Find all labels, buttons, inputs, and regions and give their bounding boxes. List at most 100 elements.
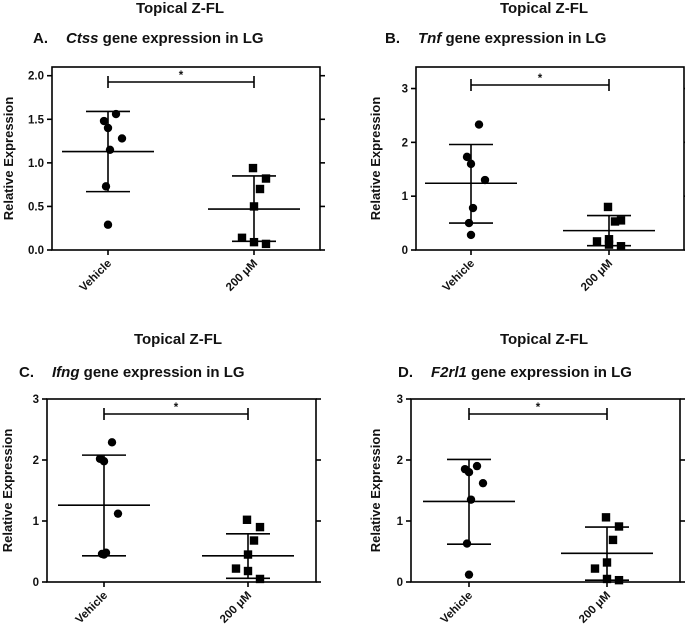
panel-label: D. xyxy=(398,364,413,381)
x-tick-label: 200 μM xyxy=(579,258,615,294)
gene-name: Ctss xyxy=(66,30,99,47)
panel-label: C. xyxy=(19,364,34,381)
panel-label: A. xyxy=(33,30,48,47)
data-point-square xyxy=(255,184,265,194)
y-tick-label: 0.0 xyxy=(28,245,44,257)
series-vehicle xyxy=(58,438,150,559)
data-point-circle xyxy=(466,495,476,504)
significance-star: * xyxy=(179,70,184,82)
data-point-square xyxy=(614,575,624,585)
data-point-square xyxy=(249,536,259,545)
y-tick-label: 2 xyxy=(33,455,39,467)
title-text: gene expression in LG xyxy=(80,364,245,381)
data-point-circle xyxy=(468,203,478,213)
y-tick-label: 2 xyxy=(397,455,403,467)
data-point-square xyxy=(590,564,600,573)
data-point-circle xyxy=(464,218,474,228)
data-point-square xyxy=(261,239,271,249)
data-point-circle xyxy=(462,539,472,548)
data-point-square xyxy=(604,235,614,244)
data-point-circle xyxy=(474,120,484,129)
plot-frame xyxy=(410,398,681,583)
data-point-square xyxy=(237,233,247,242)
data-point-square xyxy=(604,240,614,249)
data-point-circle xyxy=(462,152,472,162)
y-tick-label: 1 xyxy=(397,516,404,528)
series-treatment xyxy=(202,515,294,584)
chart-title: C. Ifng gene expression in LG xyxy=(19,364,245,381)
y-tick-label: 0.5 xyxy=(28,201,45,213)
data-point-circle xyxy=(117,134,127,143)
x-tick-label: Vehicle xyxy=(74,590,111,627)
significance-star: * xyxy=(174,402,179,414)
data-point-square xyxy=(608,535,618,545)
chart-title: D. F2rl1 gene expression in LG xyxy=(398,364,632,381)
title-text: gene expression in LG xyxy=(99,30,264,47)
data-point-square xyxy=(249,202,259,211)
plot-frame xyxy=(415,66,685,251)
chart-panel-3: Topical Z-FL C. Ifng gene expression in LG… xyxy=(0,331,321,626)
significance-star: * xyxy=(536,402,541,414)
series-vehicle xyxy=(423,458,515,579)
data-point-square xyxy=(610,217,620,226)
data-point-square xyxy=(614,522,624,531)
plot-frame xyxy=(46,398,317,583)
chart-header: Topical Z-FL xyxy=(136,0,224,17)
gene-name: Ifng xyxy=(52,364,80,381)
data-point-circle xyxy=(480,175,490,185)
data-point-circle xyxy=(478,478,488,488)
data-point-square xyxy=(255,522,265,532)
data-point-circle xyxy=(101,182,111,191)
chart-title: A. Ctss gene expression in LG xyxy=(33,30,264,47)
series-treatment xyxy=(208,163,300,249)
plot-frame xyxy=(51,66,321,251)
y-tick-label: 3 xyxy=(33,394,39,406)
data-point-circle xyxy=(103,220,113,229)
x-tick-label: 200 μM xyxy=(224,258,260,294)
data-point-square xyxy=(255,574,265,584)
title-text: gene expression in LG xyxy=(441,30,606,47)
data-point-square xyxy=(243,566,253,576)
y-axis-label: Relative Expression xyxy=(1,97,16,221)
y-axis-label: Relative Expression xyxy=(0,429,15,553)
title-text: gene expression in LG xyxy=(467,364,632,381)
data-point-square xyxy=(602,558,612,567)
chart-panel-2: Topical Z-FL B. Tnf gene expression in LG 0… xyxy=(368,0,685,294)
x-tick-label: Vehicle xyxy=(78,258,115,295)
y-tick-label: 2 xyxy=(402,137,408,149)
data-point-square xyxy=(616,242,626,251)
chart-header: Topical Z-FL xyxy=(500,0,588,17)
data-point-circle xyxy=(99,550,109,559)
y-tick-label: 1.5 xyxy=(28,114,45,126)
data-point-square xyxy=(242,515,252,524)
gene-name: F2rl1 xyxy=(431,364,467,381)
data-point-circle xyxy=(111,109,121,119)
data-point-square xyxy=(602,574,612,584)
data-point-circle xyxy=(103,123,113,133)
series-vehicle xyxy=(425,120,517,240)
data-point-square xyxy=(261,174,271,183)
data-point-circle xyxy=(472,461,482,471)
data-point-circle xyxy=(466,159,476,169)
x-tick-label: Vehicle xyxy=(441,258,478,295)
data-point-square xyxy=(601,513,611,522)
data-point-square xyxy=(248,163,258,173)
data-point-circle xyxy=(105,145,115,154)
y-tick-label: 2.0 xyxy=(28,71,44,83)
series-vehicle xyxy=(62,109,154,229)
y-tick-label: 1 xyxy=(402,191,409,203)
x-tick-label: 200 μM xyxy=(218,590,254,626)
data-point-square xyxy=(616,216,626,225)
chart-title: B. Tnf gene expression in LG xyxy=(385,30,606,47)
data-point-square xyxy=(592,237,602,246)
panel-label: B. xyxy=(385,30,400,47)
y-tick-label: 1 xyxy=(33,516,40,528)
significance-star: * xyxy=(538,73,543,85)
chart-header: Topical Z-FL xyxy=(500,331,588,348)
chart-header: Topical Z-FL xyxy=(134,331,222,348)
y-tick-label: 3 xyxy=(397,394,403,406)
x-tick-label: 200 μM xyxy=(577,590,613,626)
data-point-circle xyxy=(466,230,476,240)
y-tick-label: 1.0 xyxy=(28,158,44,170)
